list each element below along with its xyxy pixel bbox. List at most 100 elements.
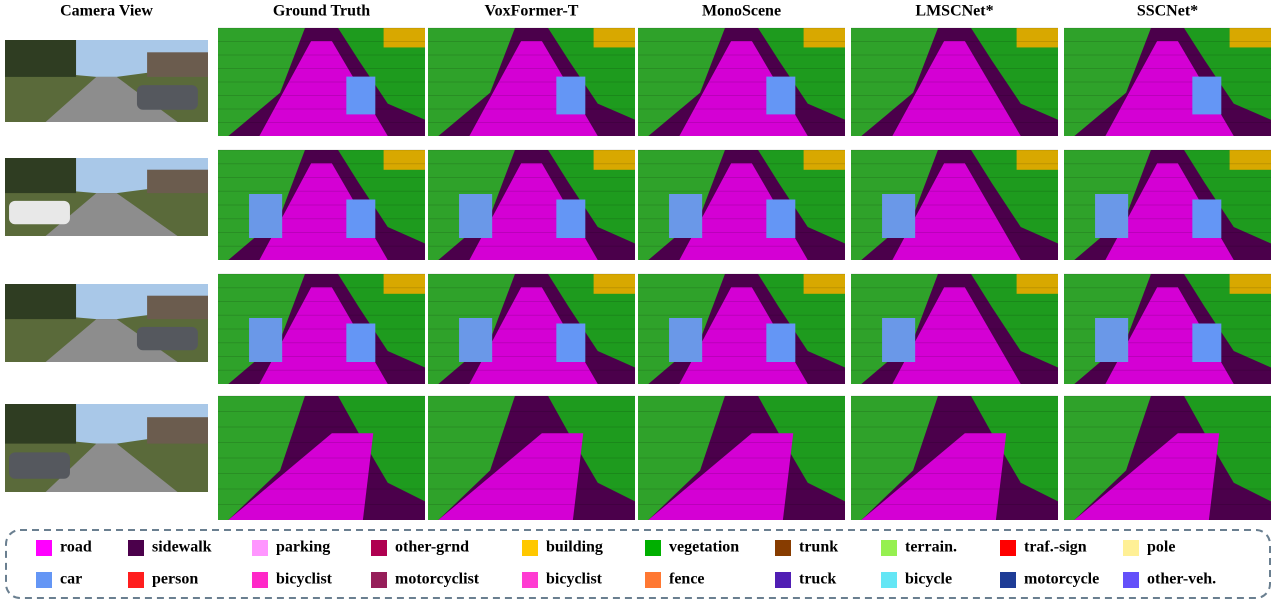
car-voxels [669, 194, 703, 238]
legend-swatch [775, 540, 791, 556]
scene-buildings [147, 169, 208, 194]
car-voxels [669, 318, 703, 362]
car-voxels [556, 323, 586, 362]
ssc-prediction [851, 149, 1058, 260]
legend-swatch [1000, 572, 1016, 588]
vegetation-right [971, 274, 1058, 368]
legend-swatch [371, 540, 387, 556]
legend-swatch [36, 572, 52, 588]
legend-label: trunk [799, 539, 838, 556]
car-voxels [1192, 323, 1222, 362]
ssc-prediction [428, 395, 635, 520]
buildings [593, 150, 635, 170]
legend-label: pole [1147, 539, 1175, 556]
legend-swatch [371, 572, 387, 588]
road-voxels [648, 433, 794, 520]
vegetation-left [218, 396, 305, 520]
legend-swatch [252, 540, 268, 556]
road-voxels [438, 433, 584, 520]
legend-swatch [775, 572, 791, 588]
scene-buildings [147, 52, 208, 77]
vegetation-right [1184, 28, 1271, 120]
buildings [593, 28, 635, 48]
legend-swatch [1000, 540, 1016, 556]
scene-road [45, 319, 178, 362]
scene-road [45, 76, 178, 122]
legend-swatch [1123, 572, 1139, 588]
car-voxels [346, 76, 376, 115]
buildings [803, 274, 845, 294]
legend-label: road [60, 539, 92, 556]
vegetation-right [338, 396, 425, 502]
vegetation-right [1184, 274, 1271, 368]
legend-label: sidewalk [152, 539, 212, 556]
column-header: SSCNet* [1137, 3, 1198, 20]
legend-label: car [60, 571, 82, 588]
buildings [1016, 28, 1058, 48]
vegetation-right [758, 150, 845, 244]
car-voxels [1192, 199, 1222, 238]
scene-road [45, 193, 178, 236]
legend-swatch [522, 572, 538, 588]
scene-trees [5, 284, 77, 320]
buildings [1229, 274, 1271, 294]
ssc-prediction [218, 27, 425, 136]
scene-car [136, 326, 198, 351]
vegetation-left [851, 28, 938, 136]
vegetation-right [548, 274, 635, 368]
legend-label: building [546, 539, 603, 556]
scene-car [9, 452, 70, 479]
ssc-prediction [218, 273, 425, 384]
car-voxels [766, 76, 796, 115]
road-voxels [892, 287, 1021, 384]
column-header: VoxFormer-T [485, 3, 579, 20]
scene-car [9, 200, 70, 225]
vegetation-left [1064, 396, 1151, 520]
legend-swatch [881, 572, 897, 588]
vegetation-left [218, 28, 305, 136]
ssc-prediction [1064, 273, 1271, 384]
car-voxels [459, 194, 493, 238]
ssc-prediction [638, 395, 845, 520]
vegetation-right [1184, 150, 1271, 244]
legend-label: vegetation [669, 539, 739, 556]
road-voxels [861, 433, 1007, 520]
vegetation-right [338, 28, 425, 120]
car-voxels [249, 318, 283, 362]
column-header: Ground Truth [273, 3, 370, 20]
vegetation-right [338, 150, 425, 244]
ssc-prediction [218, 149, 425, 260]
scene-road [45, 443, 178, 492]
car-voxels [882, 318, 916, 362]
vegetation-left [638, 28, 725, 136]
legend-label: other-veh. [1147, 571, 1216, 588]
legend-label: traf.-sign [1024, 539, 1087, 556]
vegetation-right [971, 28, 1058, 120]
legend-label: bicyclist [546, 571, 603, 588]
vegetation-left [1064, 28, 1151, 136]
buildings [803, 150, 845, 170]
vegetation-left [851, 396, 938, 520]
scene-buildings [147, 295, 208, 320]
ssc-prediction [638, 149, 845, 260]
camera-image [5, 40, 208, 122]
ssc-prediction [851, 273, 1058, 384]
road-voxels [1074, 433, 1220, 520]
buildings [1229, 150, 1271, 170]
legend-swatch [36, 540, 52, 556]
ssc-prediction [428, 273, 635, 384]
column-header: LMSCNet* [915, 3, 993, 20]
car-voxels [556, 199, 586, 238]
car-voxels [556, 76, 586, 115]
road-voxels [228, 433, 374, 520]
legend-label: bicycle [905, 571, 952, 588]
legend-swatch [645, 540, 661, 556]
column-header: MonoScene [702, 3, 781, 20]
legend-swatch [645, 572, 661, 588]
legend-box [5, 529, 1271, 599]
ssc-prediction [638, 27, 845, 136]
column-header: Camera View [60, 3, 153, 20]
scene-buildings [147, 417, 208, 444]
